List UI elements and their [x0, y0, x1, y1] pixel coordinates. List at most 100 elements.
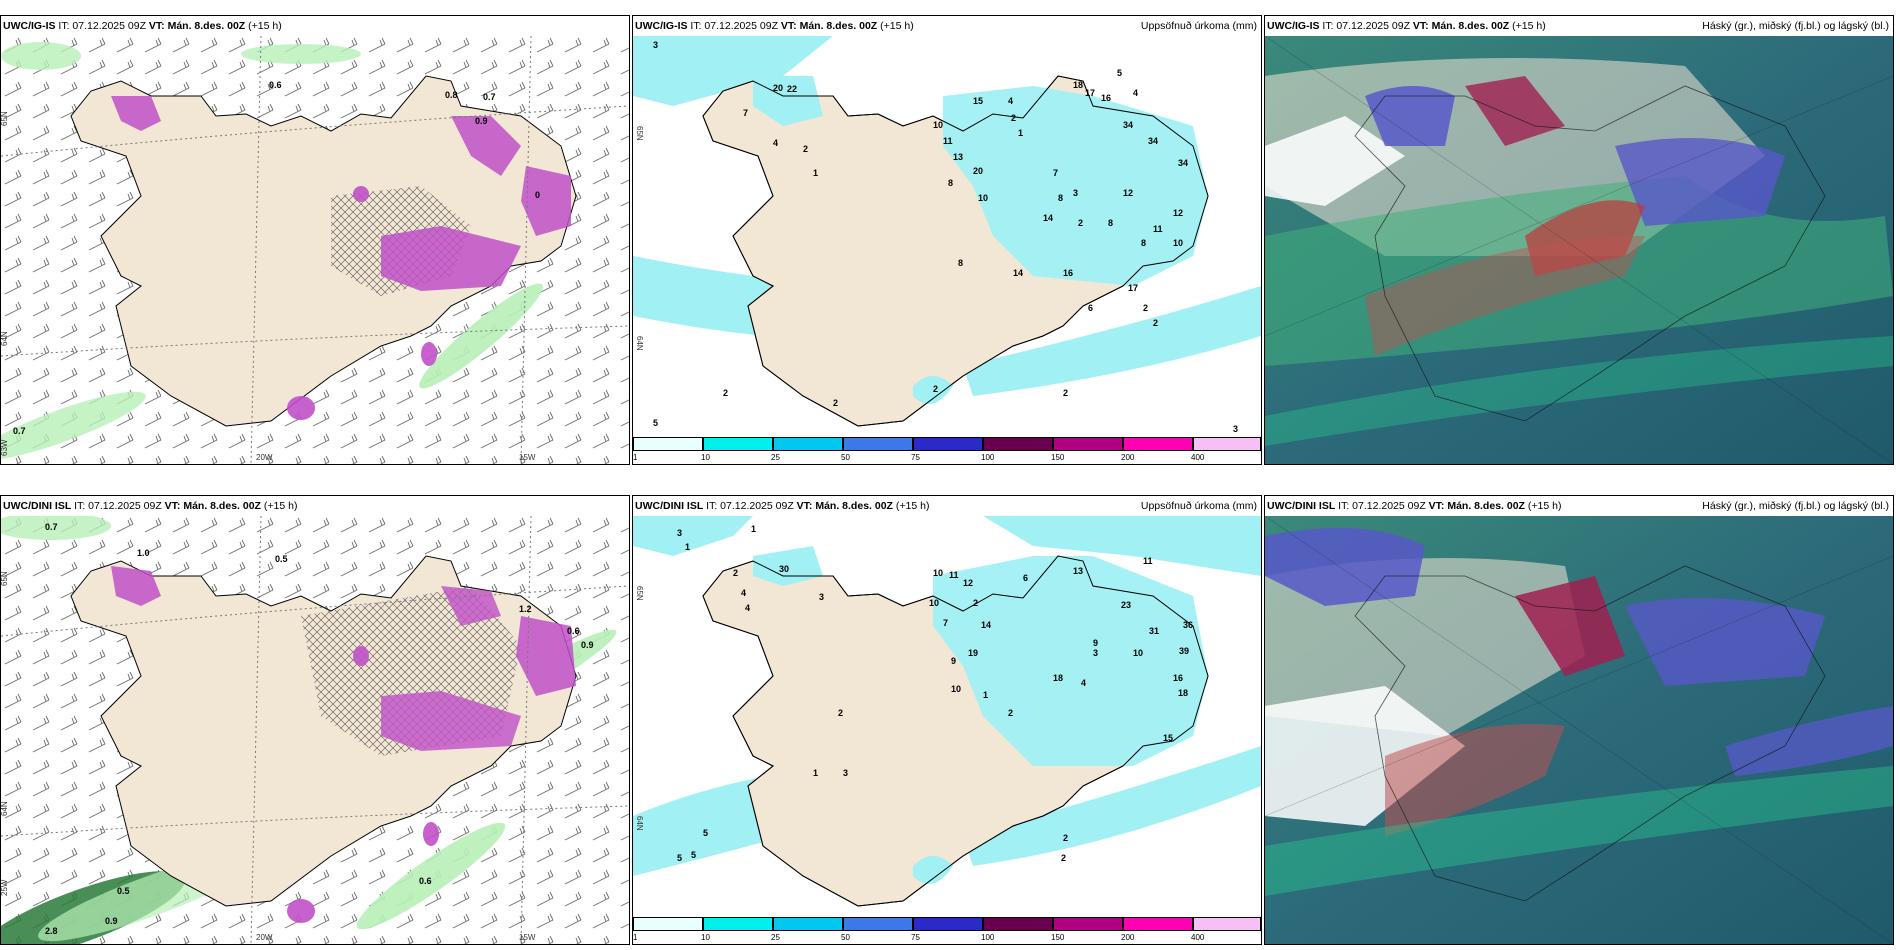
lat-label: 65N [635, 586, 644, 601]
svg-text:3: 3 [1233, 424, 1238, 434]
svg-text:34: 34 [1123, 120, 1133, 130]
svg-text:6: 6 [1088, 303, 1093, 313]
svg-text:3: 3 [819, 592, 824, 602]
svg-text:23: 23 [1121, 600, 1131, 610]
svg-text:5: 5 [691, 850, 696, 860]
svg-text:8: 8 [948, 178, 953, 188]
svg-text:2: 2 [833, 398, 838, 408]
panel-title: UWC/DINI ISL IT: 07.12.2025 09Z VT: Mán.… [1267, 500, 1562, 512]
svg-text:17: 17 [1128, 283, 1138, 293]
precip-title: Uppsöfnuð úrkoma (mm) [1140, 500, 1257, 512]
svg-text:7: 7 [743, 108, 748, 118]
lon-side-label: 25W [1, 879, 9, 896]
svg-text:19: 19 [968, 648, 978, 658]
lat-label: 65N [1, 571, 9, 586]
wind-label: 0.7 [13, 426, 26, 436]
svg-text:5: 5 [677, 853, 682, 863]
svg-text:4: 4 [1133, 88, 1138, 98]
svg-text:8: 8 [958, 258, 963, 268]
colorbar-swatch [773, 437, 843, 451]
colorbar-tick: 400 [1191, 933, 1205, 942]
panel-title: UWC/IG-IS IT: 07.12.2025 09Z VT: Mán. 8.… [3, 20, 282, 32]
svg-text:2: 2 [1063, 833, 1068, 843]
lat-label: 64N [1, 801, 9, 816]
svg-text:18: 18 [1053, 673, 1063, 683]
colorbar-tick: 50 [841, 453, 850, 462]
colorbar-tick: 10 [701, 453, 710, 462]
cloud-panel-ig: UWC/IG-IS IT: 07.12.2025 09Z VT: Mán. 8.… [1264, 15, 1894, 465]
svg-text:9: 9 [1093, 638, 1098, 648]
svg-text:3: 3 [843, 768, 848, 778]
svg-text:3: 3 [677, 528, 682, 538]
svg-text:1: 1 [1018, 128, 1023, 138]
cloud-title: Háský (gr.), miðský (fj.bl.) og lágský (… [1702, 20, 1889, 32]
panel-title: UWC/DINI ISL IT: 07.12.2025 09Z VT: Mán.… [3, 500, 298, 512]
svg-text:11: 11 [1143, 556, 1153, 566]
svg-text:17: 17 [1085, 88, 1095, 98]
colorbar-swatch [1193, 917, 1261, 931]
colorbar-tick: 200 [1121, 453, 1135, 462]
svg-text:14: 14 [1013, 268, 1023, 278]
svg-text:12: 12 [1173, 208, 1183, 218]
colorbar: 1 10 25 50 75 100 150 200 400 [633, 434, 1261, 464]
svg-text:4: 4 [1008, 96, 1013, 106]
svg-text:4: 4 [773, 138, 778, 148]
svg-text:18: 18 [1073, 80, 1083, 90]
colorbar-swatch [1053, 437, 1123, 451]
cloud-panel-dini: UWC/DINI ISL IT: 07.12.2025 09Z VT: Mán.… [1264, 495, 1894, 945]
svg-text:11: 11 [1153, 224, 1163, 234]
colorbar-swatch [983, 437, 1053, 451]
svg-text:10: 10 [929, 598, 939, 608]
wind-label: 0.7 [483, 92, 496, 102]
colorbar-tick: 1 [633, 453, 638, 462]
svg-text:14: 14 [981, 620, 991, 630]
wind-label: 0.6 [567, 626, 580, 636]
svg-text:2: 2 [973, 598, 978, 608]
svg-text:7: 7 [943, 618, 948, 628]
svg-text:1: 1 [813, 168, 818, 178]
svg-text:10: 10 [933, 120, 943, 130]
colorbar-swatch [773, 917, 843, 931]
svg-text:2: 2 [1061, 853, 1066, 863]
svg-text:10: 10 [951, 684, 961, 694]
svg-text:4: 4 [745, 603, 750, 613]
svg-text:2: 2 [838, 708, 843, 718]
svg-text:3: 3 [653, 40, 658, 50]
lon-label: 20W [256, 933, 273, 942]
wind-label: 0 [535, 190, 540, 200]
colorbar-tick: 1 [633, 933, 638, 942]
colorbar-swatch [703, 437, 773, 451]
svg-text:22: 22 [787, 84, 797, 94]
svg-text:2: 2 [1008, 708, 1013, 718]
colorbar-swatch [843, 437, 913, 451]
precip-label-group: 3 20 22 7 4 2 1 10 11 13 8 20 10 15 4 2 … [653, 40, 1238, 434]
wind-label: 0.8 [445, 90, 458, 100]
wind-label: 0.5 [117, 886, 130, 896]
svg-text:11: 11 [943, 136, 953, 146]
precip-panel-dini: UWC/DINI ISL IT: 07.12.2025 09Z VT: Mán.… [632, 495, 1262, 945]
lon-label: 15W [519, 453, 536, 462]
svg-text:13: 13 [1073, 566, 1083, 576]
precip-panel-ig: UWC/IG-IS IT: 07.12.2025 09Z VT: Mán. 8.… [632, 15, 1262, 465]
svg-text:39: 39 [1179, 646, 1189, 656]
svg-text:2: 2 [803, 144, 808, 154]
svg-text:2: 2 [933, 384, 938, 394]
svg-text:13: 13 [953, 152, 963, 162]
precip-map: 3 1 1 2 30 4 4 3 10 11 12 6 13 11 10 7 1… [633, 516, 1261, 914]
wind-label: 0.7 [45, 522, 58, 532]
colorbar-swatch [983, 917, 1053, 931]
colorbar-tick: 75 [911, 453, 920, 462]
svg-text:4: 4 [741, 588, 746, 598]
colorbar-tick: 25 [771, 453, 780, 462]
lat-label: 64N [1, 331, 9, 346]
colorbar-tick: 150 [1051, 933, 1065, 942]
wind-snow-panel-dini: UWC/DINI ISL IT: 07.12.2025 09Z VT: Mán.… [0, 495, 630, 945]
colorbar-tick: 100 [981, 453, 995, 462]
panel-title: UWC/IG-IS IT: 07.12.2025 09Z VT: Mán. 8.… [635, 20, 914, 32]
svg-text:5: 5 [1117, 68, 1122, 78]
svg-text:1: 1 [685, 542, 690, 552]
precip-title: Uppsöfnuð úrkoma (mm) [1140, 20, 1257, 32]
wind-label: 1.2 [519, 604, 532, 614]
svg-text:3: 3 [1093, 648, 1098, 658]
svg-text:7: 7 [1053, 168, 1058, 178]
